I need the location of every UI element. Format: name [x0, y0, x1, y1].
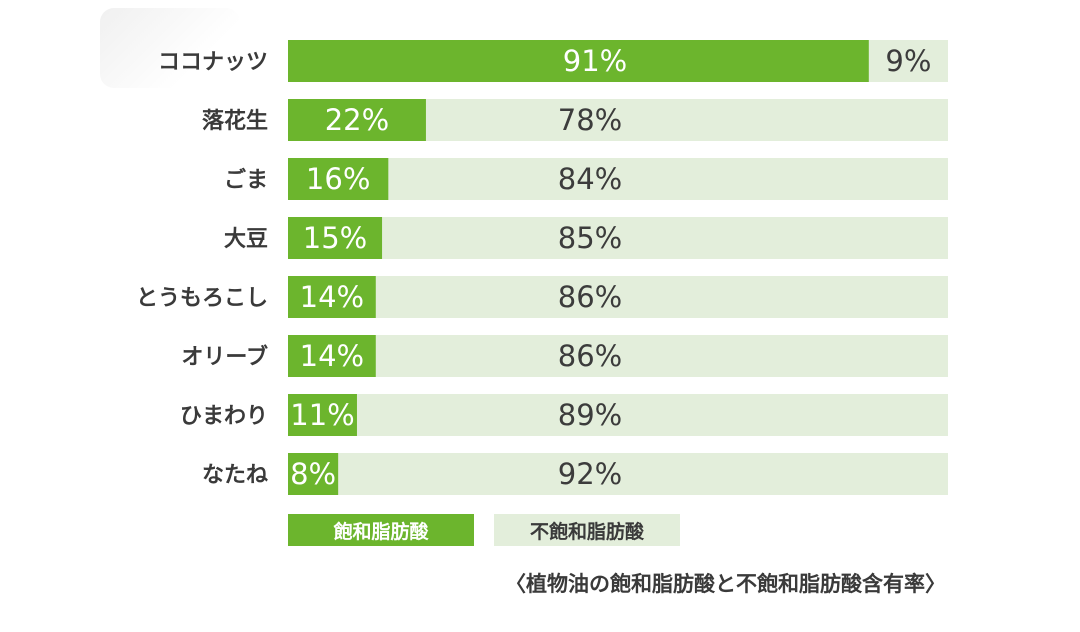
bar-unsaturated [288, 453, 948, 495]
category-label: 落花生 [202, 108, 268, 134]
legend-unsaturated: 不飽和脂肪酸 [494, 514, 680, 546]
bar-saturated [288, 99, 426, 141]
value-label-unsaturated: 84% [558, 162, 622, 196]
category-label: とうもろこし [136, 286, 268, 311]
category-label: 大豆 [224, 227, 268, 252]
value-label-saturated: 22% [325, 103, 389, 137]
value-label-saturated: 14% [300, 339, 364, 373]
value-label-unsaturated: 78% [558, 103, 622, 137]
category-label: ごま [224, 167, 268, 193]
bar-unsaturated [288, 158, 948, 200]
bar-saturated [288, 394, 357, 436]
value-label-unsaturated: 85% [558, 221, 622, 255]
value-label-saturated: 8% [290, 457, 336, 491]
bar-saturated [288, 453, 339, 495]
value-label-unsaturated: 89% [558, 398, 622, 432]
value-label-saturated: 91% [563, 44, 627, 78]
value-label-saturated: 14% [300, 280, 364, 314]
bar-unsaturated [288, 276, 948, 318]
category-label: ひまわり [180, 404, 268, 429]
category-label: なたね [202, 463, 268, 488]
value-label-saturated: 11% [290, 398, 354, 432]
value-label-saturated: 15% [303, 221, 367, 255]
bar-unsaturated [288, 394, 948, 436]
category-label: オリーブ [181, 344, 268, 370]
value-label-unsaturated: 9% [885, 44, 931, 78]
bar-saturated [288, 40, 869, 82]
bar-saturated [288, 217, 383, 259]
value-label-saturated: 16% [306, 162, 370, 196]
legend-saturated: 飽和脂肪酸 [288, 514, 474, 546]
value-label-unsaturated: 86% [558, 280, 622, 314]
bar-saturated [288, 276, 376, 318]
decorative-shade [100, 8, 240, 88]
category-label: ココナッツ [158, 50, 268, 75]
bar-saturated [288, 335, 376, 377]
bar-unsaturated [288, 217, 948, 259]
bar-unsaturated [288, 335, 948, 377]
value-label-unsaturated: 86% [558, 339, 622, 373]
value-label-unsaturated: 92% [558, 457, 622, 491]
bar-saturated [288, 158, 389, 200]
chart-caption: 〈植物油の飽和脂肪酸と不飽和脂肪酸含有率〉 [505, 572, 946, 596]
